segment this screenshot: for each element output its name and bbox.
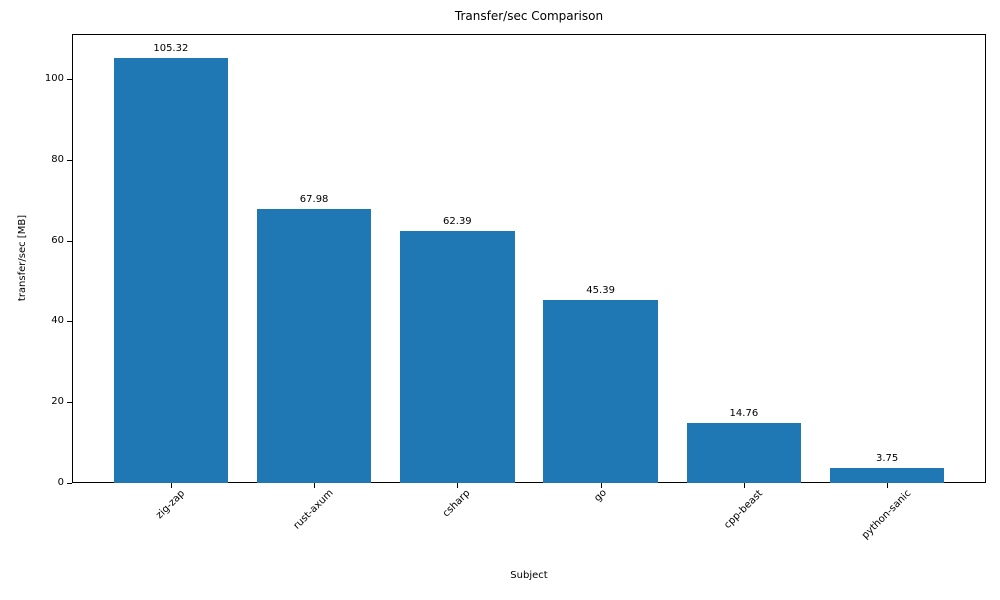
bar-value-label: 3.75 [876, 452, 899, 464]
y-tick-mark [67, 402, 72, 404]
bar [829, 467, 945, 483]
bar [686, 423, 802, 483]
bar-value-label: 14.76 [729, 408, 759, 420]
bar [543, 299, 658, 483]
y-tick-label: 0 [57, 477, 64, 488]
y-tick-label: 80 [51, 153, 64, 165]
bar-value-label: 67.98 [299, 193, 329, 205]
y-axis-label: transfer/sec [MB] [17, 214, 28, 302]
x-tick-mark [743, 483, 745, 488]
x-tick-label: cpp-beast [722, 488, 765, 531]
bar [113, 57, 229, 483]
bar [256, 208, 372, 483]
y-tick-label: 60 [51, 234, 64, 246]
x-tick-mark [170, 483, 172, 488]
y-tick-label: 40 [51, 315, 64, 327]
bar-value-label: 45.39 [586, 284, 615, 296]
chart-title: Transfer/sec Comparison [454, 9, 604, 23]
bar-value-label: 62.39 [443, 216, 472, 228]
y-tick-mark [67, 321, 72, 323]
x-tick-mark [457, 483, 459, 488]
x-tick-label: zig-zap [153, 488, 188, 522]
x-tick-label: python-sanic [860, 488, 914, 542]
x-tick-label: csharp [441, 488, 473, 520]
y-tick-label: 100 [44, 73, 64, 85]
y-tick-label: 20 [51, 396, 64, 408]
bar [400, 231, 515, 483]
bar-value-label: 105.32 [153, 42, 189, 54]
x-tick-label: rust-axum [291, 487, 336, 532]
x-tick-mark [314, 483, 316, 488]
y-tick-mark [67, 159, 72, 161]
x-tick-mark [600, 483, 602, 488]
y-tick-mark [67, 483, 72, 484]
y-tick-mark [67, 240, 72, 242]
x-tick-mark [887, 483, 889, 488]
x-tick-label: go [591, 487, 609, 505]
x-axis-label: Subject [510, 570, 548, 581]
y-tick-mark [67, 79, 72, 81]
